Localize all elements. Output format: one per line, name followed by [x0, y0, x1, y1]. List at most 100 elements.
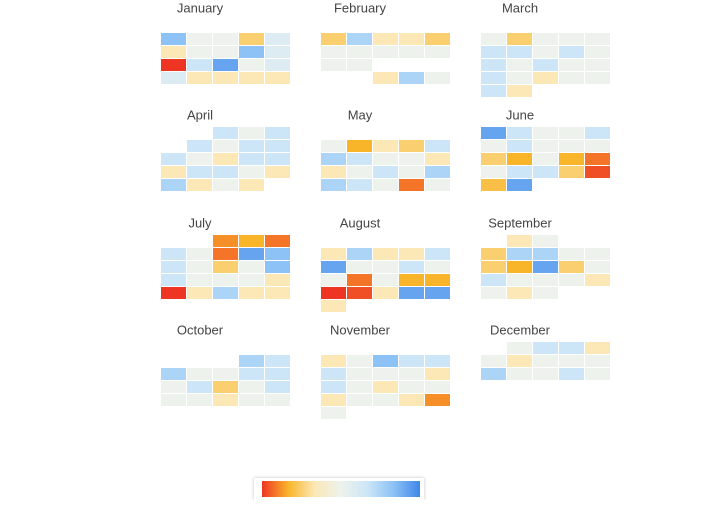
- day-cell: [373, 179, 398, 191]
- day-cell: [187, 248, 212, 260]
- day-cell: [239, 394, 264, 406]
- day-cell: [321, 394, 346, 406]
- day-cell: [585, 274, 610, 286]
- day-cell: [373, 153, 398, 165]
- day-cell: [533, 248, 558, 260]
- day-cell: [161, 261, 186, 273]
- day-cell: [347, 166, 372, 178]
- day-cell: [399, 166, 424, 178]
- day-cell: [265, 153, 290, 165]
- day-cell: [187, 46, 212, 58]
- day-cell: [321, 140, 346, 152]
- day-cell: [213, 33, 238, 45]
- day-cell: [187, 179, 212, 191]
- month-title: February: [334, 0, 387, 15]
- day-cell: [585, 140, 610, 152]
- day-cell: [533, 166, 558, 178]
- day-cell: [265, 261, 290, 273]
- day-cell: [265, 274, 290, 286]
- month-title: May: [348, 107, 373, 122]
- day-cell: [187, 140, 212, 152]
- colorbar: [262, 481, 420, 497]
- day-cell: [213, 394, 238, 406]
- day-cell: [425, 394, 450, 406]
- day-cell: [507, 342, 532, 354]
- month-title: October: [177, 322, 224, 337]
- day-cell: [347, 287, 372, 299]
- day-cell: [213, 368, 238, 380]
- day-cell: [533, 153, 558, 165]
- day-cell: [399, 33, 424, 45]
- month-title: December: [490, 322, 551, 337]
- day-cell: [425, 261, 450, 273]
- day-cell: [425, 72, 450, 84]
- day-cell: [265, 355, 290, 367]
- day-cell: [559, 166, 584, 178]
- day-cell: [507, 85, 532, 97]
- day-cell: [321, 153, 346, 165]
- day-cell: [347, 179, 372, 191]
- day-cell: [585, 72, 610, 84]
- day-cell: [507, 248, 532, 260]
- day-cell: [559, 46, 584, 58]
- day-cell: [161, 368, 186, 380]
- day-cell: [533, 72, 558, 84]
- day-cell: [559, 33, 584, 45]
- day-cell: [239, 381, 264, 393]
- day-cell: [481, 179, 506, 191]
- day-cell: [213, 179, 238, 191]
- day-cell: [239, 248, 264, 260]
- day-cell: [399, 394, 424, 406]
- day-cell: [187, 368, 212, 380]
- day-cell: [239, 261, 264, 273]
- day-cell: [507, 368, 532, 380]
- day-cell: [347, 381, 372, 393]
- day-cell: [213, 261, 238, 273]
- day-cell: [585, 166, 610, 178]
- day-cell: [321, 274, 346, 286]
- day-cell: [507, 140, 532, 152]
- day-cell: [213, 166, 238, 178]
- month-title: March: [502, 0, 538, 15]
- day-cell: [347, 33, 372, 45]
- day-cell: [373, 394, 398, 406]
- day-cell: [347, 394, 372, 406]
- day-cell: [533, 368, 558, 380]
- day-cell: [187, 72, 212, 84]
- day-cell: [187, 33, 212, 45]
- day-cell: [239, 33, 264, 45]
- day-cell: [507, 166, 532, 178]
- day-cell: [585, 355, 610, 367]
- day-cell: [373, 46, 398, 58]
- day-cell: [559, 140, 584, 152]
- day-cell: [373, 72, 398, 84]
- day-cell: [507, 59, 532, 71]
- day-cell: [533, 287, 558, 299]
- day-cell: [507, 72, 532, 84]
- day-cell: [533, 342, 558, 354]
- day-cell: [373, 381, 398, 393]
- day-cell: [239, 166, 264, 178]
- day-cell: [585, 153, 610, 165]
- day-cell: [507, 235, 532, 247]
- day-cell: [321, 407, 346, 419]
- day-cell: [265, 140, 290, 152]
- day-cell: [481, 274, 506, 286]
- day-cell: [507, 46, 532, 58]
- month-title: July: [188, 215, 212, 230]
- day-cell: [585, 46, 610, 58]
- day-cell: [321, 261, 346, 273]
- day-cell: [265, 166, 290, 178]
- day-cell: [559, 355, 584, 367]
- day-cell: [347, 355, 372, 367]
- day-cell: [265, 235, 290, 247]
- day-cell: [321, 355, 346, 367]
- day-cell: [161, 166, 186, 178]
- day-cell: [239, 355, 264, 367]
- day-cell: [425, 46, 450, 58]
- day-cell: [265, 46, 290, 58]
- month-title: August: [340, 215, 381, 230]
- day-cell: [161, 287, 186, 299]
- day-cell: [425, 274, 450, 286]
